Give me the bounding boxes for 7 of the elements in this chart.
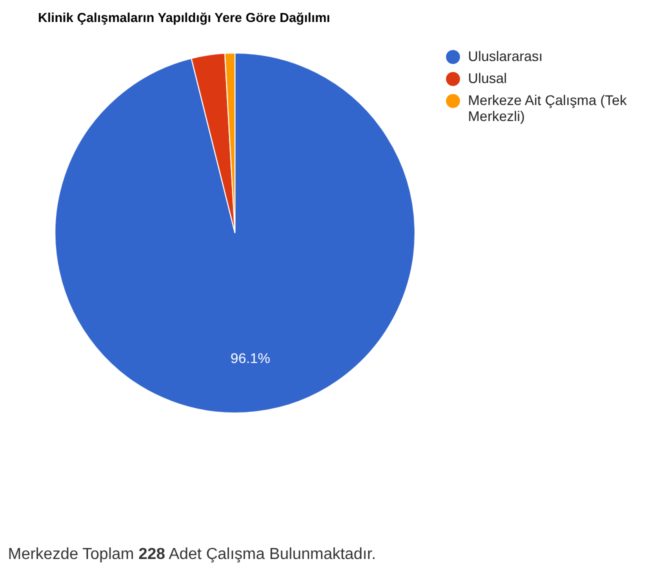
text: Merkezde Toplam 228 Adet Çalışma Bulunmaktadır.: [8, 546, 376, 563]
legend-label: Merkeze Ait Çalışma (Tek Merkezli): [468, 92, 628, 124]
pie-slice: [54, 52, 416, 414]
data-label: 96.1%: [230, 350, 270, 366]
legend-label: Uluslararası: [468, 48, 543, 64]
legend-label: Ulusal: [468, 70, 507, 86]
chart-title: Klinik Çalışmaların Yapıldığı Yere Göre Dağılımı: [38, 10, 330, 25]
